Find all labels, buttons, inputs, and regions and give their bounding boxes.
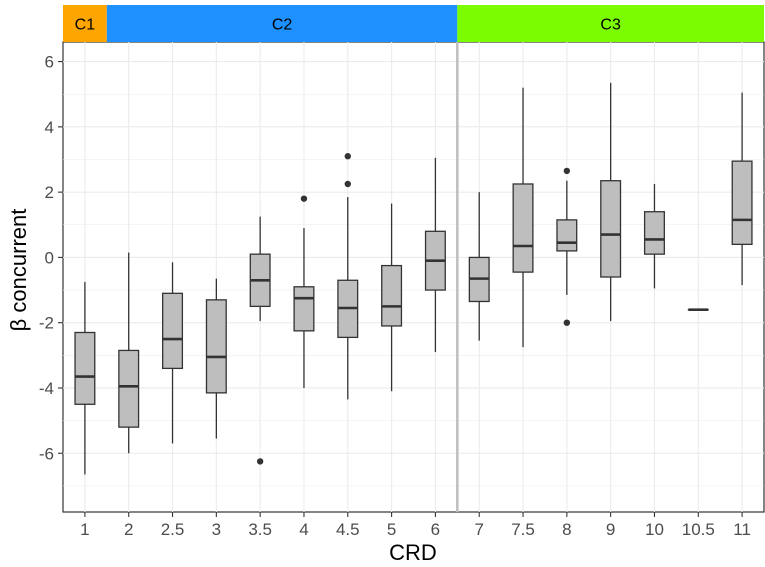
x-tick-label: 9	[606, 520, 615, 539]
group-band-C1: C1	[63, 5, 107, 42]
outlier-point	[563, 167, 571, 175]
box-5	[381, 203, 403, 392]
outlier-point	[300, 195, 308, 202]
x-tick-label: 4	[299, 520, 308, 539]
outlier-point	[563, 319, 571, 326]
y-axis-title: β concurrent	[6, 209, 31, 332]
plot-panel	[62, 41, 765, 513]
x-axis-title: CRD	[389, 540, 437, 565]
x-tick-label: 3	[212, 520, 221, 539]
group-band-fill	[457, 5, 764, 42]
box-iqr	[381, 264, 403, 327]
y-tick-label: 4	[45, 118, 54, 137]
x-tick-label: 6	[431, 520, 440, 539]
group-band-label: C2	[272, 17, 293, 34]
group-band-label: C1	[75, 17, 96, 34]
box-8	[556, 167, 578, 326]
x-tick-label: 7	[474, 520, 483, 539]
box-iqr	[162, 292, 184, 370]
box-iqr	[600, 180, 622, 278]
y-tick-label: 0	[45, 248, 54, 267]
x-tick-label: 2	[124, 520, 133, 539]
group-band-fill	[106, 5, 458, 42]
box-10	[643, 183, 665, 289]
box-iqr	[74, 331, 96, 405]
x-axis: 1 2 2.5 3 3.5 4 4.5 5 6 7 7.5 8 9 10 10.5 11	[80, 512, 751, 539]
x-tick-label: 8	[562, 520, 571, 539]
x-tick-label: 1	[80, 520, 89, 539]
box-2	[118, 252, 140, 454]
box-iqr	[293, 286, 315, 332]
y-tick-label: -6	[39, 444, 54, 463]
box-3.5	[249, 216, 271, 465]
box-4.5	[337, 153, 359, 400]
x-tick-label: 7.5	[511, 520, 535, 539]
box-iqr	[731, 160, 753, 246]
box-iqr	[512, 183, 534, 273]
x-tick-label: 10	[645, 520, 664, 539]
group-bands: C1 C2 C3	[63, 5, 764, 42]
group-band-fill	[63, 5, 107, 42]
box-3	[205, 278, 227, 439]
box-11	[731, 92, 753, 286]
box-9	[600, 82, 622, 322]
box-7	[468, 192, 490, 341]
x-tick-label: 4.5	[336, 520, 360, 539]
outlier-point	[344, 180, 351, 188]
group-band-C3: C3	[457, 5, 764, 42]
x-tick-label: 2.5	[161, 520, 185, 539]
group-band-C2: C2	[106, 5, 458, 42]
x-tick-label: 11	[733, 520, 751, 539]
box-iqr	[118, 349, 140, 428]
x-tick-label: 5	[387, 520, 396, 539]
y-tick-label: -2	[39, 314, 54, 333]
panel-background	[63, 42, 764, 512]
y-tick-label: -4	[39, 379, 54, 398]
box-iqr	[643, 211, 665, 255]
x-tick-label: 3.5	[248, 520, 272, 539]
box-7.5	[512, 87, 534, 348]
box-1	[74, 281, 96, 475]
x-tick-label: 10.5	[682, 520, 715, 539]
group-band-label: C3	[600, 17, 621, 34]
y-axis: -6 -4 -2 0 2 4 6	[39, 53, 63, 463]
y-tick-label: 6	[45, 53, 54, 72]
box-4	[293, 195, 315, 388]
box-2.5	[162, 262, 184, 444]
box-iqr	[205, 299, 227, 394]
y-tick-label: 2	[45, 183, 54, 202]
boxes	[74, 82, 753, 475]
box-iqr	[556, 219, 578, 252]
box-6	[424, 157, 446, 353]
outlier-point	[256, 458, 264, 465]
outlier-point	[344, 153, 351, 160]
